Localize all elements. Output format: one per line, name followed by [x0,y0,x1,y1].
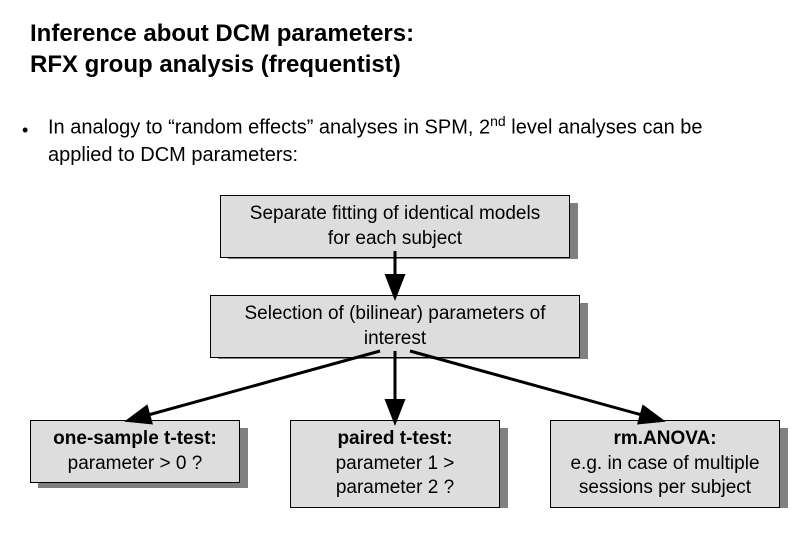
box2-line1: Selection of (bilinear) parameters of [245,303,546,324]
box5-title: rm.ANOVA: [613,428,716,449]
intro-post1: analyses in SPM, 2 [313,117,490,139]
bullet-marker: • [22,120,28,141]
box-separate-fitting: Separate fitting of identical models for… [220,195,570,258]
title-line-1: Inference about DCM parameters: [30,20,414,47]
box1-line1: Separate fitting of identical models [250,203,540,224]
title-line-2: RFX group analysis (frequentist) [30,51,401,78]
box-selection-params: Selection of (bilinear) parameters of in… [210,295,580,358]
box3-line: parameter > 0 ? [68,453,203,474]
intro-mid: random effects [175,117,307,139]
open-quote: “ [168,117,175,139]
box3-title: one-sample t-test: [53,428,217,449]
box5-line2: sessions per subject [579,477,751,498]
box4-line1: parameter 1 > [336,453,455,474]
box2-line2: interest [364,328,426,349]
box5-line1: e.g. in case of multiple [570,453,759,474]
box-rmanova: rm.ANOVA: e.g. in case of multiple sessi… [550,420,780,508]
box1-line2: for each subject [328,228,462,249]
intro-paragraph: In analogy to “random effects” analyses … [48,112,768,169]
box4-title: paired t-test: [337,428,452,449]
box4-line2: parameter 2 ? [336,477,454,498]
slide-title: Inference about DCM parameters: RFX grou… [30,18,414,80]
intro-pre: In analogy to [48,117,168,139]
box-one-sample-ttest: one-sample t-test: parameter > 0 ? [30,420,240,483]
box-paired-ttest: paired t-test: parameter 1 > parameter 2… [290,420,500,508]
superscript-nd: nd [490,113,506,129]
